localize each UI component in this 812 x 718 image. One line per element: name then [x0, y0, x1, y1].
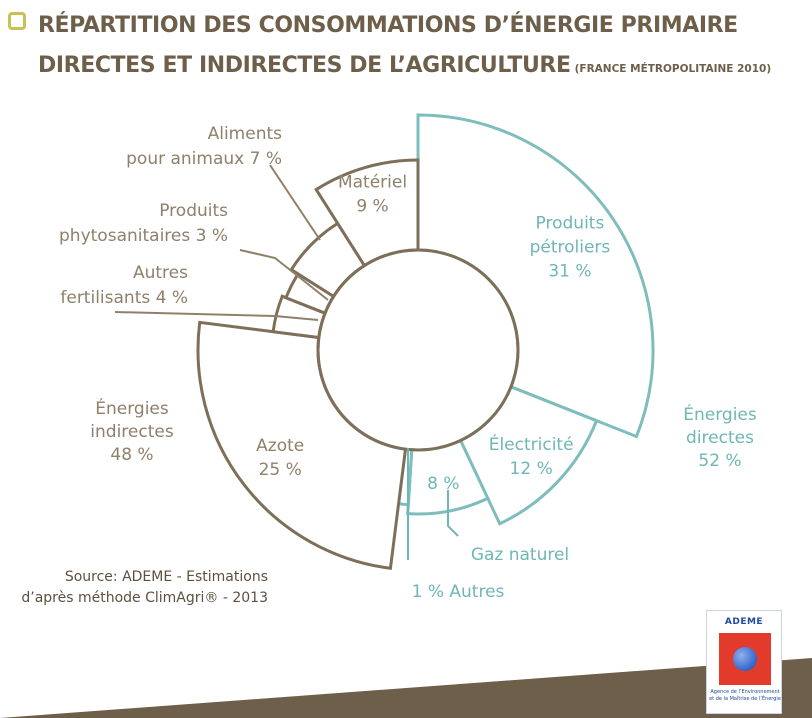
- slice-label-azote-2: 25 %: [259, 460, 302, 480]
- slice-label-materiel-1: Matériel: [338, 172, 407, 192]
- chart-title: RÉPARTITION DES CONSOMMATIONS D’ÉNERGIE …: [38, 6, 808, 89]
- slice-label-electricite-1: Électricité: [489, 433, 574, 455]
- donut-hole: [316, 248, 520, 452]
- source-line-2: d’après méthode ClimAgri® - 2013: [21, 590, 268, 606]
- bottom-band: [0, 658, 812, 718]
- callout-label-gaz-naturel-1: Gaz naturel: [471, 545, 569, 565]
- group-label-energies-indirectes-1: Énergies: [95, 397, 169, 419]
- logo-square: [719, 633, 771, 685]
- logo-name: ADEME: [724, 617, 764, 627]
- group-label-energies-directes-2: directes: [686, 428, 754, 448]
- callout-label-autres-fertilisants-2: fertilisants 4 %: [60, 288, 188, 308]
- group-label-energies-directes-3: 52 %: [698, 451, 741, 471]
- ademe-logo: ADEME Agence de l’Environnement et de la…: [706, 610, 782, 714]
- logo-subtitle-line-1: Agence de l’Environnement: [710, 689, 780, 695]
- callout-label-aliments-pour-animaux-2: pour animaux 7 %: [126, 149, 282, 169]
- logo-subtitle-line-2: et de la Maîtrise de l’Énergie: [709, 696, 781, 702]
- group-label-energies-indirectes-3: 48 %: [110, 445, 153, 465]
- title-note: (FRANCE MÉTROPOLITAINE 2010): [574, 63, 772, 75]
- globe-icon: [733, 647, 757, 671]
- leader-line-produits-phytosanitaires: [239, 249, 329, 301]
- callout-label-autres-fertilisants-1: Autres: [133, 263, 188, 283]
- source-line-1: Source: ADEME - Estimations: [64, 569, 268, 585]
- group-label-energies-directes-1: Énergies: [683, 403, 757, 425]
- callout-label-produits-phytosanitaires-2: phytosanitaires 3 %: [59, 226, 228, 246]
- leader-line-autres-fertilisants: [114, 311, 319, 321]
- leader-line-gaz-naturel: [447, 490, 459, 537]
- callout-label-produits-phytosanitaires-1: Produits: [159, 201, 228, 221]
- title-bullet-icon: [8, 12, 26, 30]
- title-line-2: DIRECTES ET INDIRECTES DE L’AGRICULTURE(…: [38, 46, 808, 89]
- slice-label-azote-1: Azote: [256, 436, 304, 456]
- logo-subtitle: Agence de l’Environnement et de la Maîtr…: [709, 689, 781, 703]
- callout-label-autres-1: 1 % Autres: [412, 582, 505, 602]
- slice-label-produits-petroliers-1: Produits: [536, 214, 605, 234]
- slice-label-materiel-2: 9 %: [356, 196, 388, 216]
- slice-label-gaz-naturel-1: 8 %: [427, 474, 459, 494]
- title-line-1: RÉPARTITION DES CONSOMMATIONS D’ÉNERGIE …: [38, 13, 738, 38]
- callout-label-aliments-pour-animaux-1: Aliments: [208, 124, 283, 144]
- slice-label-produits-petroliers-3: 31 %: [548, 262, 591, 282]
- slice-label-produits-petroliers-2: pétroliers: [530, 238, 611, 258]
- slice-label-electricite-2: 12 %: [510, 459, 553, 479]
- slice-produits-petroliers: [416, 113, 655, 439]
- title-line-2-text: DIRECTES ET INDIRECTES DE L’AGRICULTURE: [38, 53, 571, 78]
- group-label-energies-indirectes-2: indirectes: [90, 422, 174, 442]
- leader-line-aliments-pour-animaux: [269, 164, 321, 241]
- source-note: Source: ADEME - Estimations d’après méth…: [0, 567, 268, 609]
